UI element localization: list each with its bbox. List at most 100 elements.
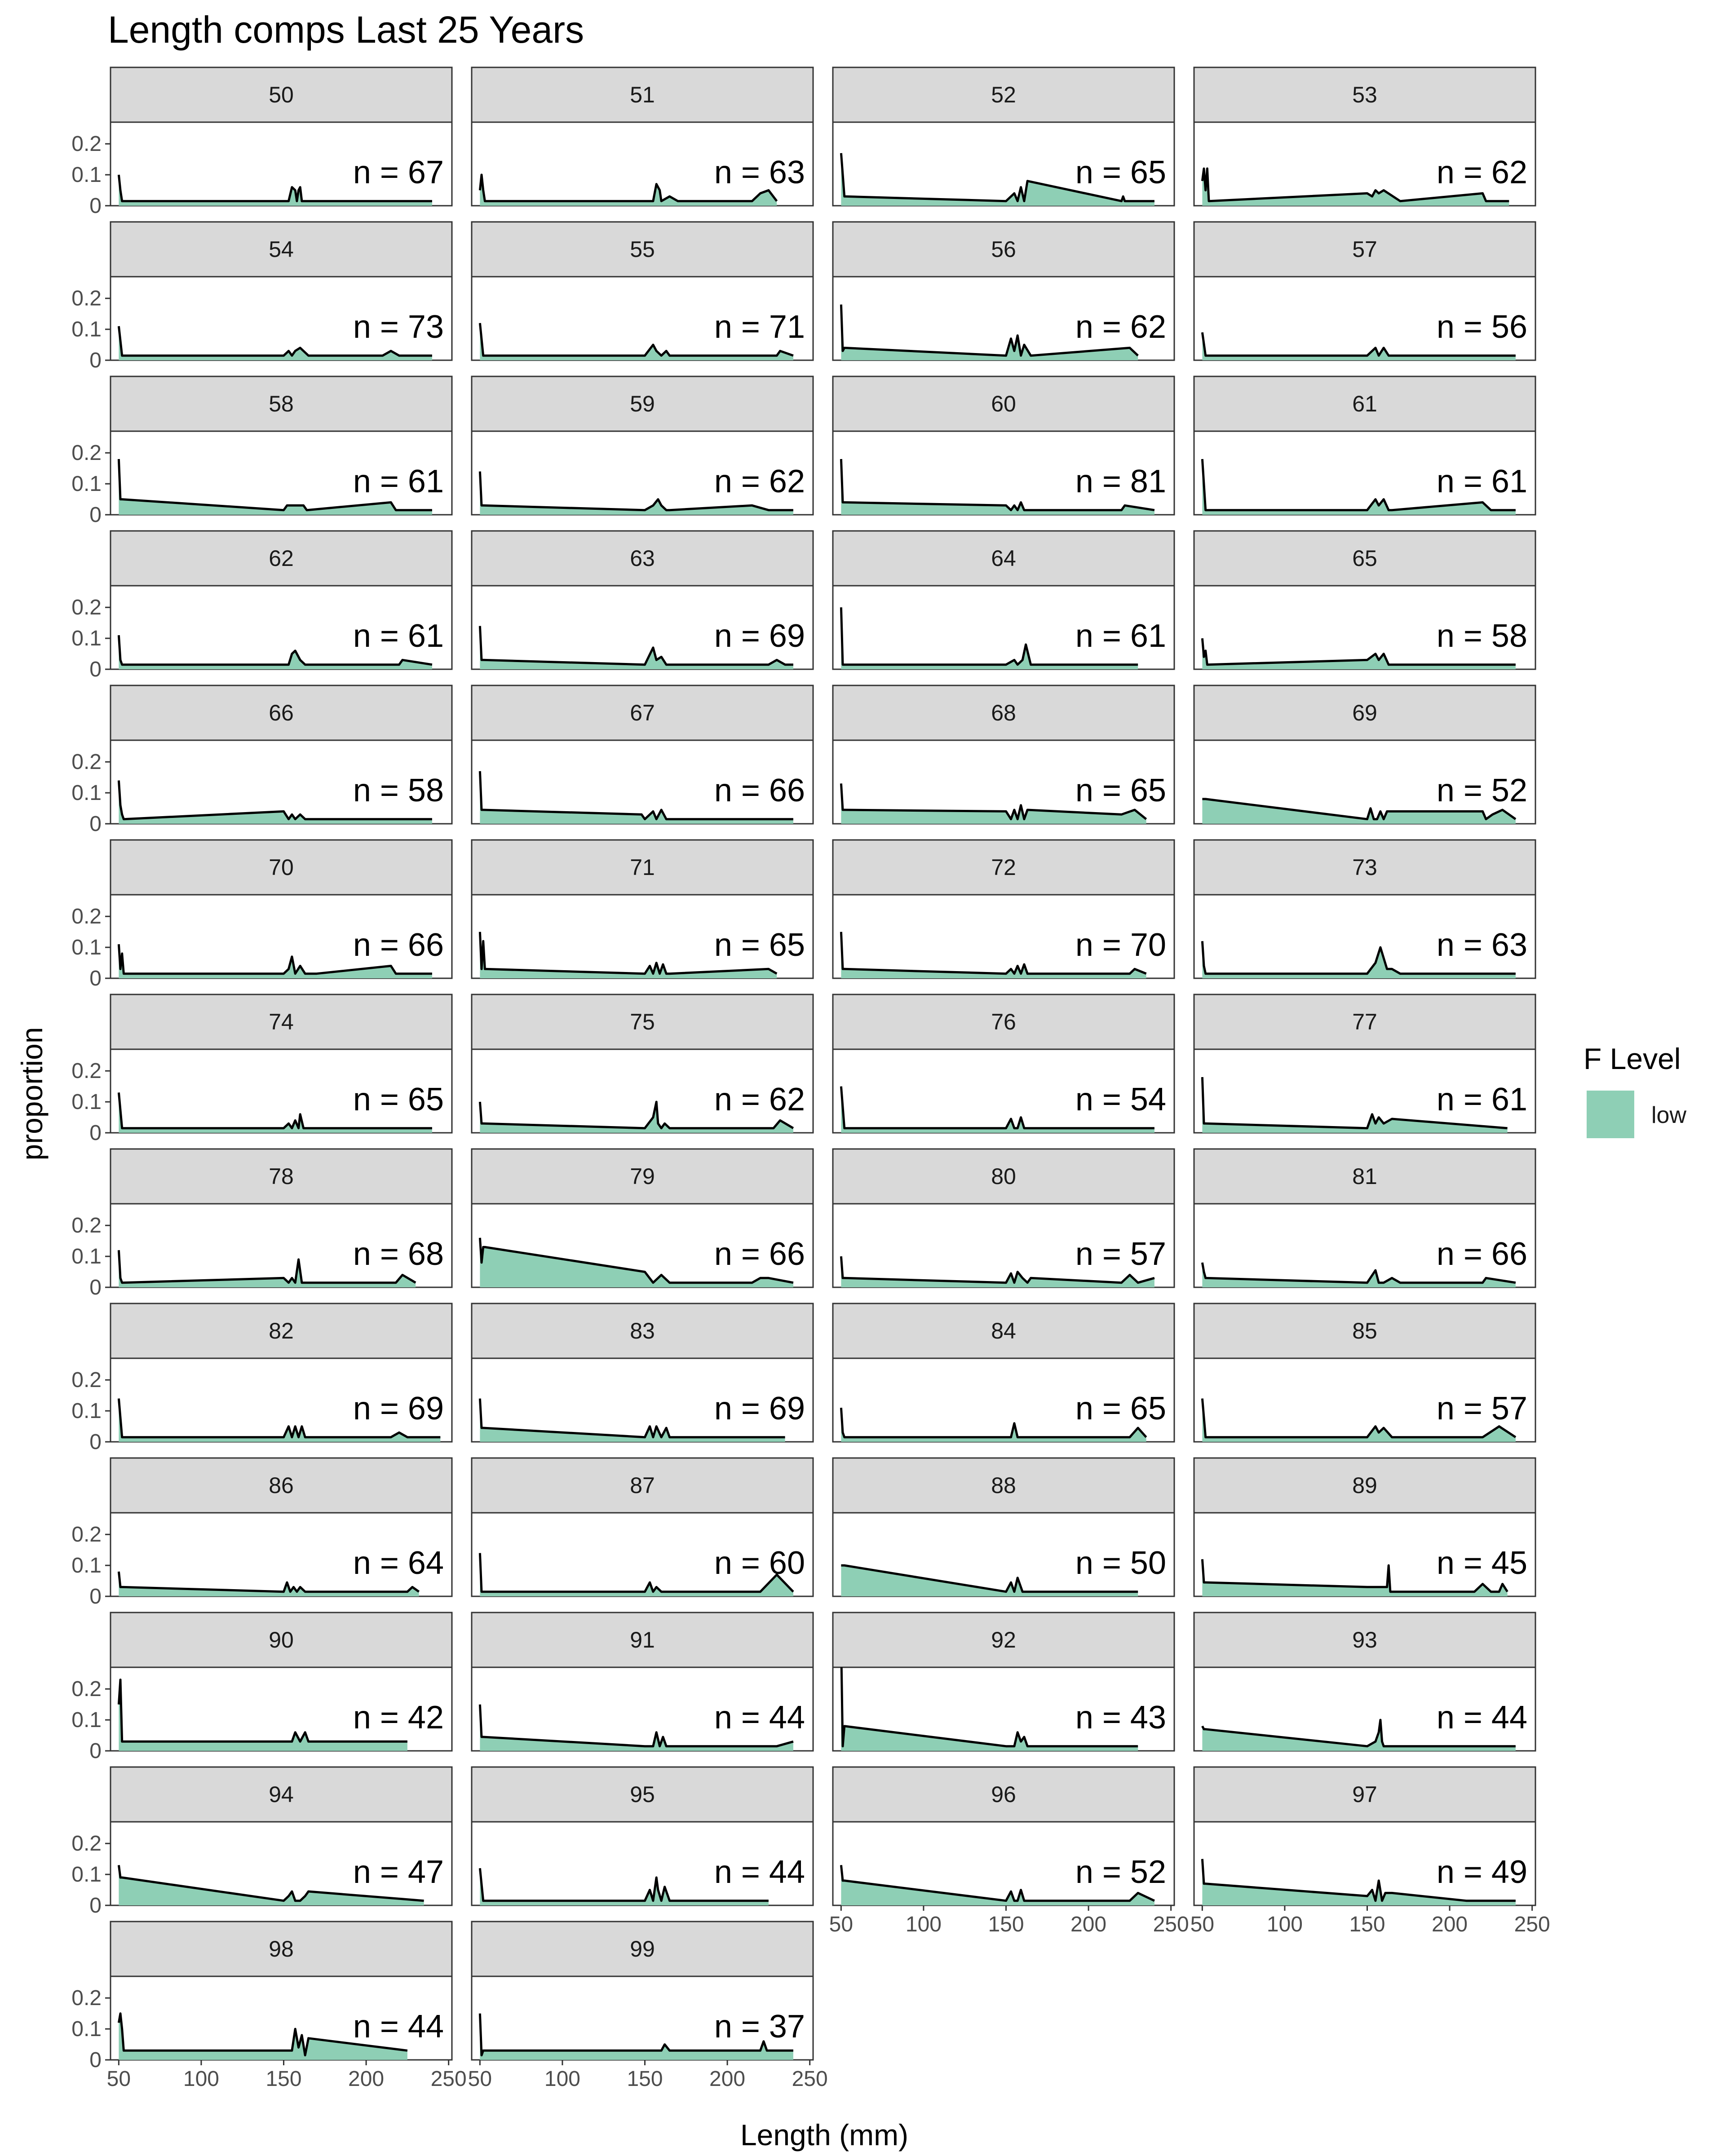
facet-strip <box>471 376 814 432</box>
plot-panel <box>471 894 814 979</box>
x-tick-label: 250 <box>1514 1913 1550 1936</box>
plot-panel <box>1193 276 1536 361</box>
density-line <box>478 932 778 975</box>
sample-size-label: n = 70 <box>1075 927 1166 963</box>
density-line <box>478 323 794 357</box>
facet-strip-label: 67 <box>630 700 655 725</box>
x-tick-label: 200 <box>348 2067 384 2091</box>
facet-panel-65: 65 n = 58 <box>1193 530 1536 670</box>
facet-strip <box>1193 685 1536 741</box>
facet-panel-94: 94 n = 47 0 0.1 0.2 <box>71 1766 453 1917</box>
density-area <box>119 326 432 360</box>
sample-size-label: n = 44 <box>1437 1700 1527 1736</box>
sample-size-label: n = 54 <box>1075 1082 1166 1118</box>
y-tick-label: 0.2 <box>71 596 102 619</box>
legend-swatch-low <box>1587 1091 1634 1138</box>
plot-panel <box>471 739 814 825</box>
plot-panel <box>471 1512 814 1597</box>
facet-strip-label: 83 <box>630 1318 655 1343</box>
y-tick-label: 0.2 <box>71 287 102 310</box>
facet-strip-label: 86 <box>269 1473 294 1498</box>
density-line <box>478 471 793 512</box>
facet-strip <box>471 221 814 278</box>
plot-panel <box>110 121 453 207</box>
sample-size-label: n = 43 <box>1075 1700 1166 1736</box>
density-area <box>119 459 432 515</box>
chart-title: Length comps Last 25 Years <box>108 9 584 51</box>
density-area <box>480 1102 793 1133</box>
facet-panel-89: 89 n = 45 <box>1193 1457 1536 1597</box>
plot-panel <box>1193 1203 1536 1288</box>
y-tick-label: 0.1 <box>71 1245 102 1268</box>
density-line <box>478 1398 785 1439</box>
legend-label-low: low <box>1651 1102 1686 1128</box>
density-line <box>478 1100 794 1130</box>
plot-panel <box>471 1048 814 1134</box>
facet-strip <box>832 839 1175 896</box>
plot-panel <box>110 1512 453 1597</box>
sample-size-label: n = 66 <box>714 773 805 808</box>
plot-panel <box>832 1203 1175 1288</box>
y-tick-label: 0.1 <box>71 1863 102 1886</box>
x-tick-label: 250 <box>431 2067 467 2091</box>
facet-strip-label: 98 <box>269 1936 294 1962</box>
facet-panel-82: 82 n = 69 0 0.1 0.2 <box>71 1303 453 1454</box>
facet-strip <box>471 1766 814 1823</box>
facet-strip <box>471 530 814 587</box>
y-tick-label: 0.1 <box>71 472 102 496</box>
plot-panel <box>1193 1357 1536 1443</box>
facet-strip-label: 82 <box>269 1318 294 1343</box>
density-line <box>1201 459 1516 512</box>
facet-strip <box>110 221 453 278</box>
y-tick-label: 0.2 <box>71 1368 102 1392</box>
density-line <box>840 1408 1147 1439</box>
facet-panel-62: 62 n = 61 0 0.1 0.2 <box>71 530 453 681</box>
y-tick-label: 0.1 <box>71 2017 102 2041</box>
density-area <box>1202 168 1509 206</box>
facet-strip-label: 68 <box>991 700 1016 725</box>
density-line <box>841 1564 1138 1593</box>
facet-panel-59: 59 n = 62 <box>471 376 814 516</box>
sample-size-label: n = 58 <box>1437 618 1527 654</box>
sample-size-label: n = 61 <box>353 618 444 654</box>
facet-strip-label: 80 <box>991 1164 1016 1189</box>
facet-panel-57: 57 n = 56 <box>1193 221 1536 361</box>
sample-size-label: n = 63 <box>1437 927 1527 963</box>
density-line <box>1201 1859 1516 1902</box>
sample-size-label: n = 44 <box>353 2009 444 2045</box>
y-tick-label: 0.1 <box>71 781 102 805</box>
density-area <box>841 783 1146 824</box>
legend-title: F Level <box>1583 1042 1681 1075</box>
facet-strip <box>471 1921 814 1977</box>
facet-panel-75: 75 n = 62 <box>471 994 814 1134</box>
facet-strip-label: 56 <box>991 237 1016 262</box>
density-area <box>119 944 432 978</box>
facet-strip <box>471 685 814 741</box>
facet-strip-label: 55 <box>630 237 655 262</box>
y-tick-label: 0 <box>89 967 102 990</box>
facet-panel-52: 52 n = 65 <box>832 66 1175 207</box>
x-tick-label: 250 <box>792 2067 828 2091</box>
plot-panel <box>1193 1048 1536 1134</box>
y-tick-label: 0.2 <box>71 1986 102 2010</box>
x-tick-label: 150 <box>265 2067 301 2091</box>
facet-strip <box>832 221 1175 278</box>
density-line <box>840 304 1139 357</box>
facet-strip-label: 92 <box>991 1627 1016 1652</box>
x-tick-label: 200 <box>1432 1913 1468 1936</box>
y-tick-label: 0.1 <box>71 1090 102 1114</box>
facet-strip-label: 73 <box>1352 855 1377 880</box>
x-tick-label: 50 <box>1190 1913 1214 1936</box>
facet-strip <box>832 994 1175 1050</box>
facet-panel-66: 66 n = 58 0 0.1 0.2 <box>71 685 453 836</box>
sample-size-label: n = 62 <box>1075 309 1166 345</box>
facet-panel-79: 79 n = 66 <box>471 1148 814 1288</box>
density-line <box>117 459 432 512</box>
facet-strip <box>110 1148 453 1205</box>
density-line <box>1201 1719 1516 1748</box>
facet-panel-64: 64 n = 61 <box>832 530 1175 670</box>
facet-panel-90: 90 n = 42 0 0.1 0.2 <box>71 1612 453 1763</box>
y-tick-label: 0.1 <box>71 1708 102 1732</box>
facet-strip <box>832 1457 1175 1514</box>
